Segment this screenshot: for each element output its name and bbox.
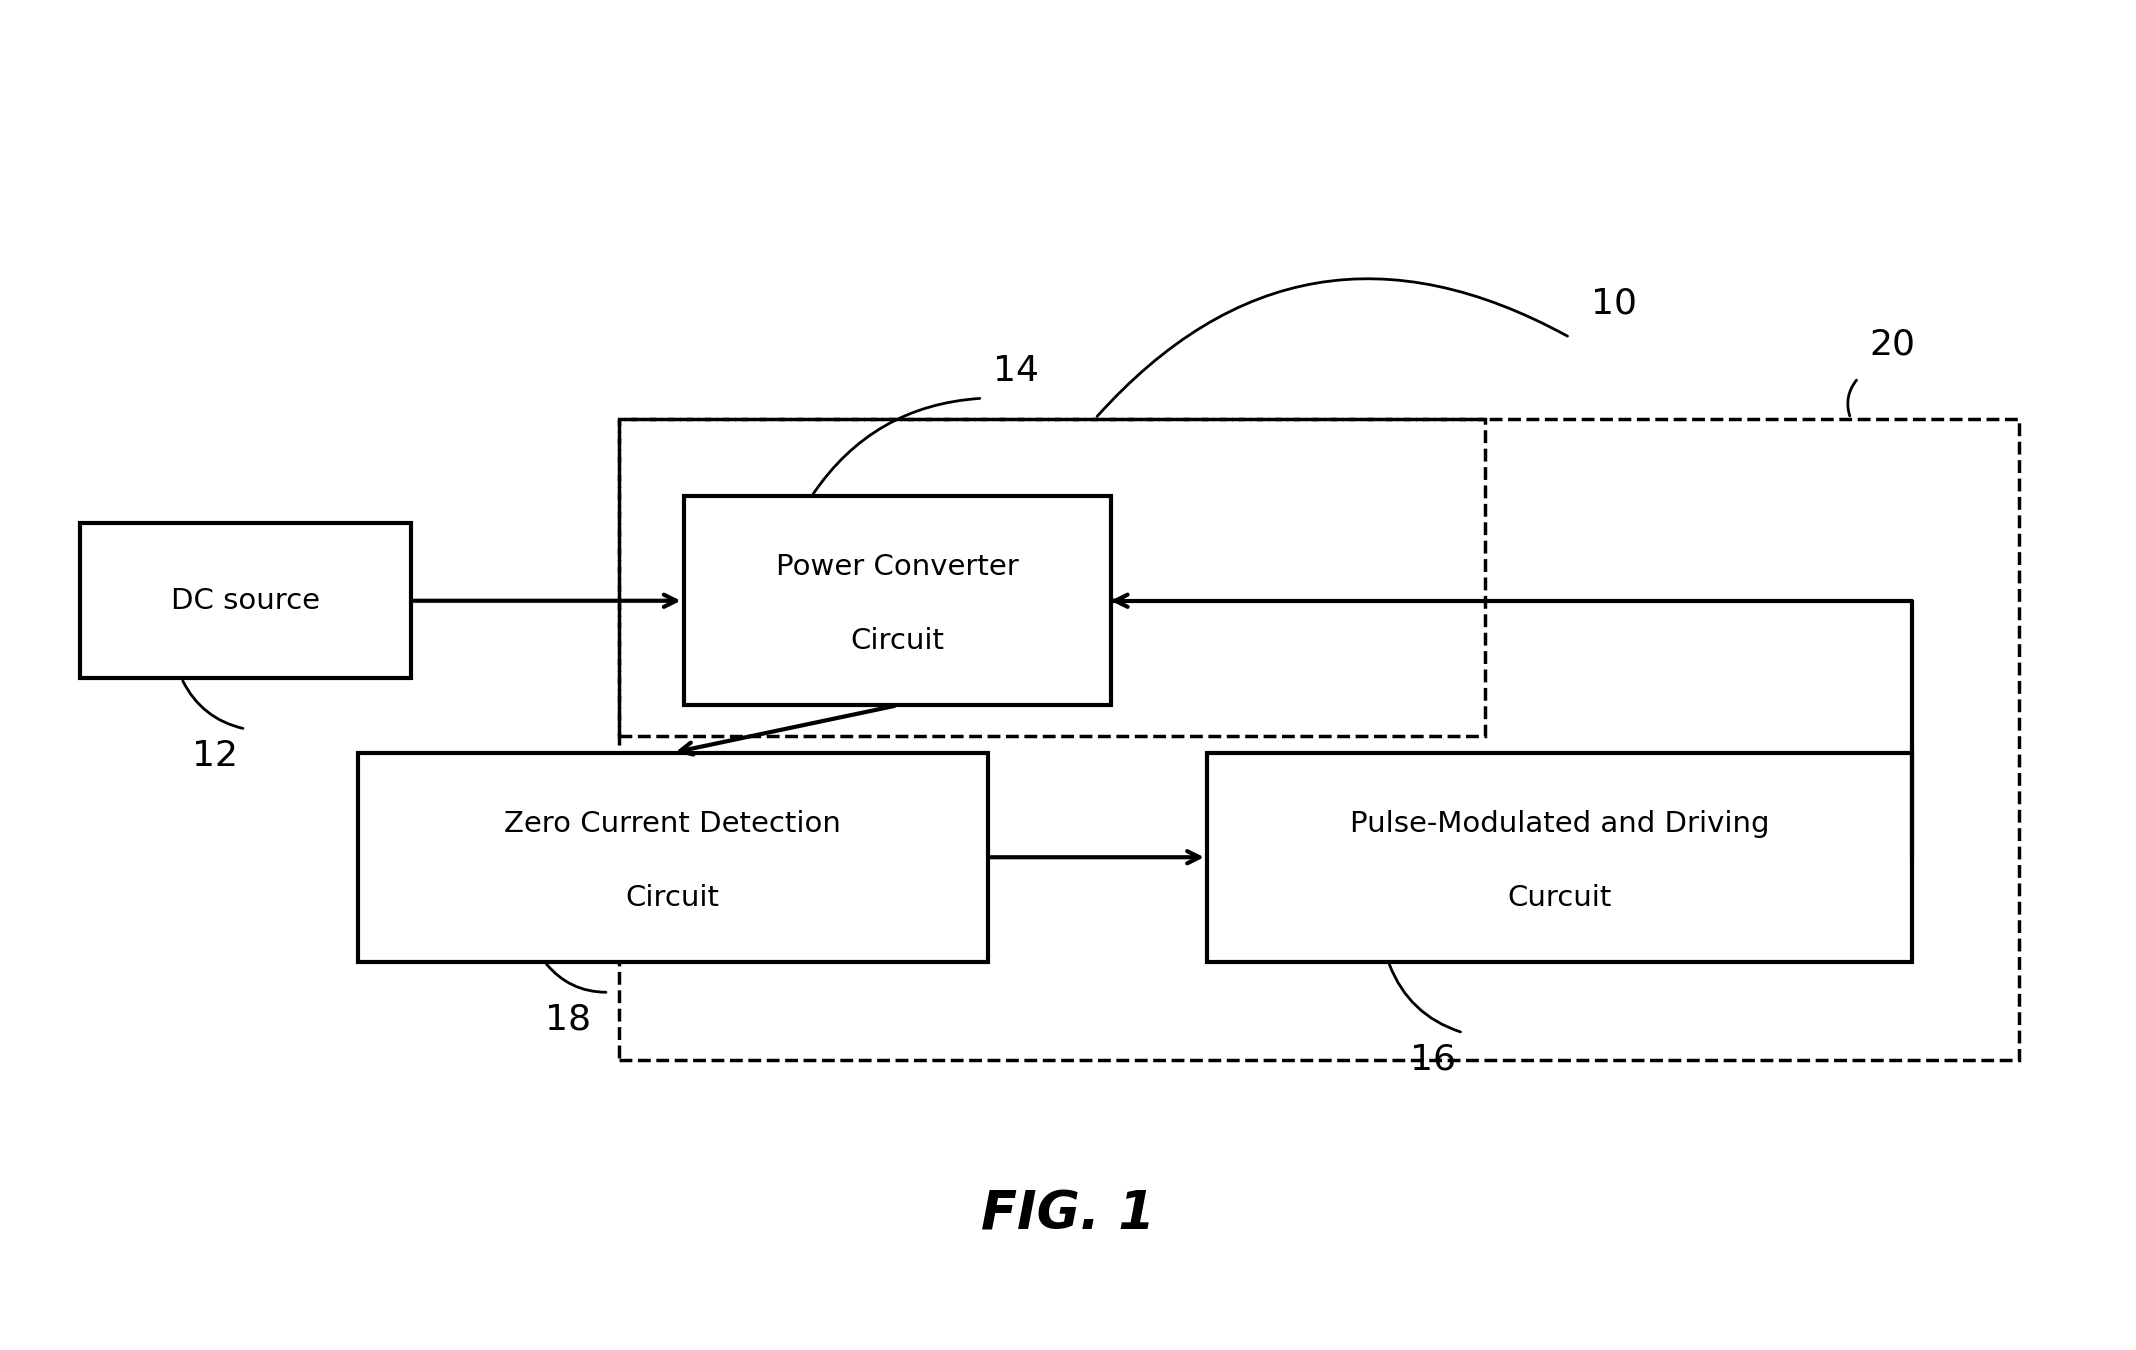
Text: 10: 10 bbox=[1591, 286, 1638, 321]
Text: Curcuit: Curcuit bbox=[1508, 884, 1611, 911]
Text: 20: 20 bbox=[1869, 327, 1916, 362]
Text: Circuit: Circuit bbox=[626, 884, 720, 911]
Bar bbox=[619, 418, 1485, 736]
Bar bbox=[619, 418, 2019, 1060]
Text: Pulse-Modulated and Driving: Pulse-Modulated and Driving bbox=[1350, 810, 1769, 837]
Text: FIG. 1: FIG. 1 bbox=[980, 1189, 1156, 1241]
Bar bbox=[81, 522, 410, 678]
Bar bbox=[1207, 753, 1912, 963]
Text: 18: 18 bbox=[545, 1002, 592, 1037]
Bar bbox=[359, 753, 987, 963]
Text: 12: 12 bbox=[192, 738, 239, 774]
Text: Zero Current Detection: Zero Current Detection bbox=[504, 810, 842, 837]
Text: DC source: DC source bbox=[171, 587, 320, 614]
Bar bbox=[684, 497, 1111, 705]
Text: Power Converter: Power Converter bbox=[775, 554, 1019, 580]
Text: 14: 14 bbox=[993, 354, 1040, 389]
Text: 16: 16 bbox=[1410, 1042, 1457, 1077]
Text: Circuit: Circuit bbox=[850, 628, 944, 655]
